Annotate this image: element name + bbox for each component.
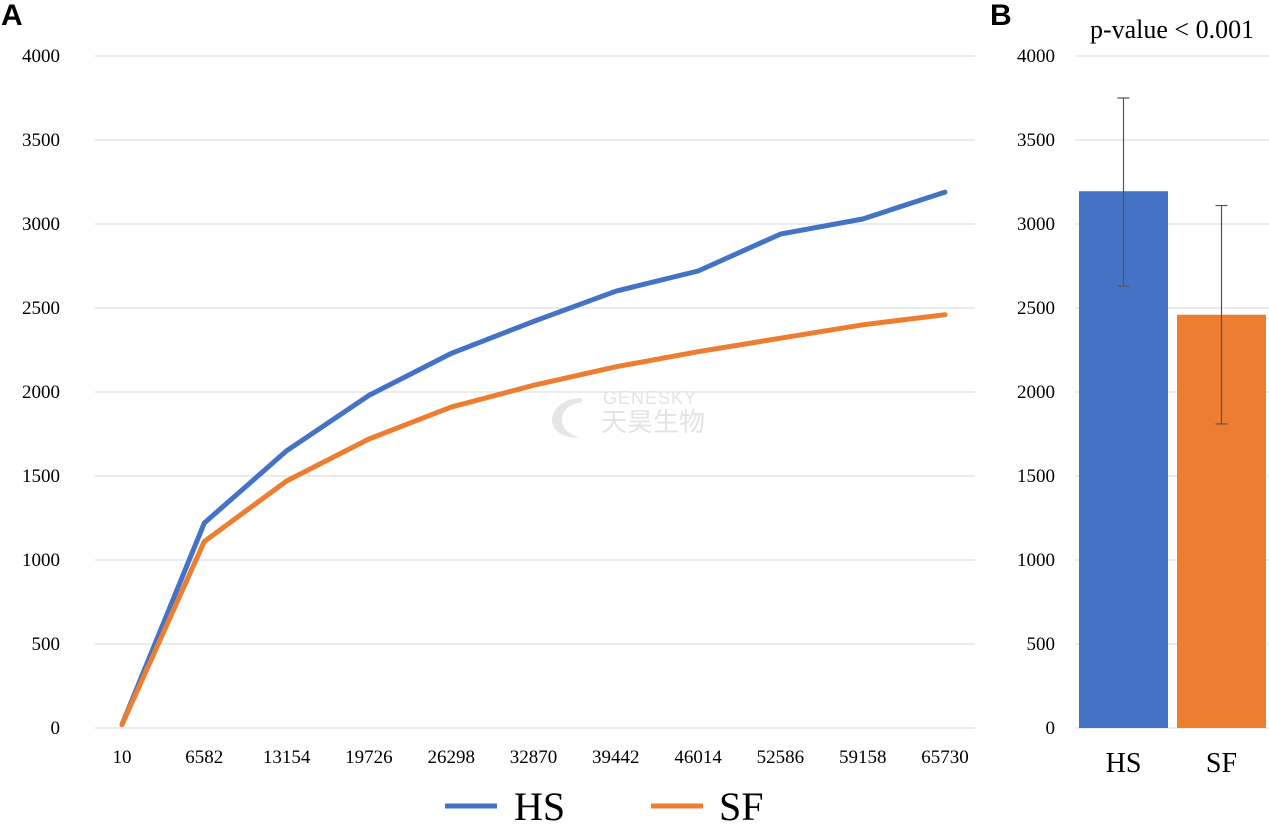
bars-b	[1079, 97, 1266, 729]
x-tick-label-a: 59158	[839, 747, 887, 768]
grid-a	[95, 55, 975, 729]
watermark-logo-icon	[552, 398, 582, 438]
x-tick-label-b: HS	[1106, 748, 1142, 779]
y-tick-label-a: 3500	[22, 130, 60, 151]
y-tick-label-b: 1000	[1017, 550, 1055, 571]
series-line-sf	[119, 312, 948, 728]
x-tick-label-a: 52586	[757, 747, 805, 768]
bar-chart-panel-b: p-value < 0.001 0 500 1000 1500 2000 2500 3000…	[1017, 15, 1269, 779]
legend-label-sf: SF	[719, 784, 764, 825]
panel-letter-b: B	[990, 0, 1012, 32]
y-tick-label-b: 1500	[1017, 466, 1055, 487]
x-tick-label-a: 10	[113, 747, 132, 768]
series-line-hs	[119, 189, 948, 728]
x-tick-label-a: 13154	[263, 747, 311, 768]
panel-letter-a: A	[1, 0, 23, 32]
y-tick-label-a: 1500	[22, 466, 60, 487]
x-tick-label-a: 46014	[674, 747, 722, 768]
x-axis-b: HS SF	[1106, 748, 1237, 779]
x-tick-label-a: 32870	[510, 747, 558, 768]
watermark-line2: 天昊生物	[601, 408, 705, 438]
y-tick-label-a: 4000	[22, 46, 60, 67]
y-tick-label-b: 3000	[1017, 214, 1055, 235]
x-tick-label-a: 19726	[345, 747, 393, 768]
y-tick-label-a: 3000	[22, 214, 60, 235]
legend-a: HS SF	[445, 784, 764, 825]
y-tick-label-b: 0	[1046, 718, 1056, 739]
y-tick-label-b: 4000	[1017, 46, 1055, 67]
x-tick-label-a: 26298	[427, 747, 475, 768]
watermark: GENESKY 天昊生物	[552, 388, 705, 438]
y-tick-label-a: 2500	[22, 298, 60, 319]
y-axis-a: 0 500 1000 1500 2000 2500 3000 3500 4000	[22, 46, 60, 739]
series-lines-a	[119, 189, 948, 728]
y-axis-b: 0 500 1000 1500 2000 2500 3000 3500 4000	[1017, 46, 1055, 739]
watermark-line1: GENESKY	[603, 388, 697, 408]
y-tick-label-a: 1000	[22, 550, 60, 571]
y-tick-label-b: 500	[1027, 634, 1056, 655]
p-value-label: p-value < 0.001	[1090, 15, 1254, 44]
x-tick-label-a: 39442	[592, 747, 640, 768]
x-tick-label-a: 6582	[185, 747, 223, 768]
x-tick-label-a: 65730	[921, 747, 969, 768]
y-tick-label-a: 2000	[22, 382, 60, 403]
x-tick-label-b: SF	[1206, 748, 1237, 779]
y-tick-label-a: 500	[32, 634, 61, 655]
x-axis-a: 10 6582 13154 19726 26298 32870 39442 46014 5258…	[113, 747, 969, 768]
y-tick-label-a: 0	[51, 718, 61, 739]
y-tick-label-b: 3500	[1017, 130, 1055, 151]
y-tick-label-b: 2000	[1017, 382, 1055, 403]
legend-label-hs: HS	[514, 784, 565, 825]
y-tick-label-b: 2500	[1017, 298, 1055, 319]
